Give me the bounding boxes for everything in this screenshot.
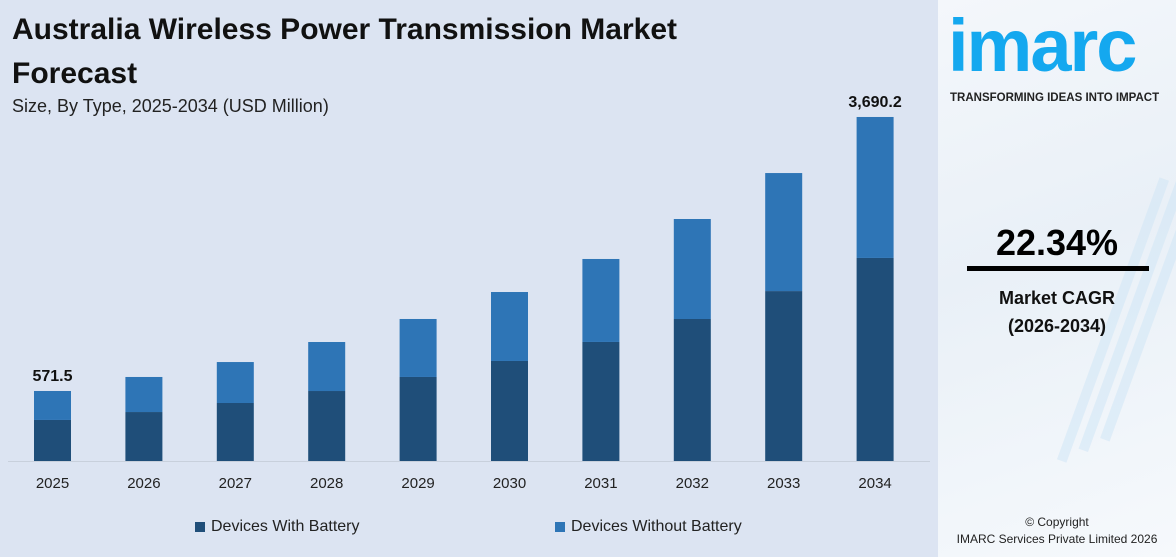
bar-2030-with-battery xyxy=(491,360,528,461)
bar-2030-without-battery xyxy=(491,292,528,361)
copyright-text: © Copyright xyxy=(1025,515,1089,529)
x-tick-label: 2029 xyxy=(401,475,434,492)
bar-2029-with-battery xyxy=(399,376,437,461)
bar-chart: 2025 571.5 2026 2027 2028 2029 2030 2031 2032 203… xyxy=(8,94,930,492)
x-tick-label: 2034 xyxy=(858,475,891,492)
legend-swatch xyxy=(555,522,565,532)
company-name: IMARC Services Private Limited 2026 xyxy=(956,532,1158,546)
data-label: 3,690.2 xyxy=(848,94,901,111)
bar-2027-with-battery xyxy=(216,403,254,461)
legend-item-without-battery: Devices Without Battery xyxy=(555,518,742,536)
bar-2029-without-battery xyxy=(399,318,437,377)
chart-subtitle: Size, By Type, 2025-2034 (USD Million) xyxy=(12,96,329,116)
x-tick-label: 2032 xyxy=(676,475,709,492)
tagline: TRANSFORMING IDEAS INTO IMPACT xyxy=(950,92,1160,104)
x-tick-label: 2031 xyxy=(584,475,617,492)
data-label: 571.5 xyxy=(32,368,72,385)
bar-2028-with-battery xyxy=(308,391,346,461)
divider xyxy=(967,266,1149,271)
bar-2031-with-battery xyxy=(582,341,620,461)
chart-panel: Australia Wireless Power Transmission Ma… xyxy=(8,13,930,536)
legend-label: Devices Without Battery xyxy=(571,518,742,535)
x-tick-label: 2030 xyxy=(493,475,526,492)
legend-item-with-battery: Devices With Battery xyxy=(195,518,359,536)
cagr-label: Market CAGR (2026-2034) xyxy=(938,284,1176,340)
x-tick-label: 2033 xyxy=(767,475,800,492)
x-tick-label: 2028 xyxy=(310,475,343,492)
bar-2033-with-battery xyxy=(765,291,803,461)
bar-2026-without-battery xyxy=(125,376,163,413)
bar-2033-without-battery xyxy=(765,173,803,292)
bar-2032-with-battery xyxy=(673,318,711,461)
cagr-label-text: Market CAGR xyxy=(998,288,1116,308)
imarc-logo: imarc xyxy=(948,4,1137,87)
bar-2034-without-battery xyxy=(856,116,894,258)
x-tick-label: 2025 xyxy=(36,475,69,492)
legend-label: Devices With Battery xyxy=(211,518,360,535)
x-tick-label: 2027 xyxy=(219,475,252,492)
bar-2025-without-battery xyxy=(34,390,71,420)
bar-2026-with-battery xyxy=(125,412,163,461)
bar-2025-with-battery xyxy=(34,419,71,461)
legend-swatch xyxy=(195,522,205,532)
cagr-period: (2026-2034) xyxy=(1007,316,1107,336)
copyright: © Copyright IMARC Services Private Limit… xyxy=(938,514,1176,548)
bar-2027-without-battery xyxy=(216,362,254,404)
bar-2031-without-battery xyxy=(582,258,620,342)
sidebar: imarc TRANSFORMING IDEAS INTO IMPACT 22.… xyxy=(938,0,1176,557)
bar-2032-without-battery xyxy=(673,219,711,319)
cagr-value: 22.34% xyxy=(995,222,1119,263)
chart-title: Australia Wireless Power Transmission Ma… xyxy=(12,13,677,90)
bar-2034-with-battery xyxy=(856,257,894,461)
x-tick-label: 2026 xyxy=(127,475,160,492)
bar-2028-without-battery xyxy=(308,342,346,392)
